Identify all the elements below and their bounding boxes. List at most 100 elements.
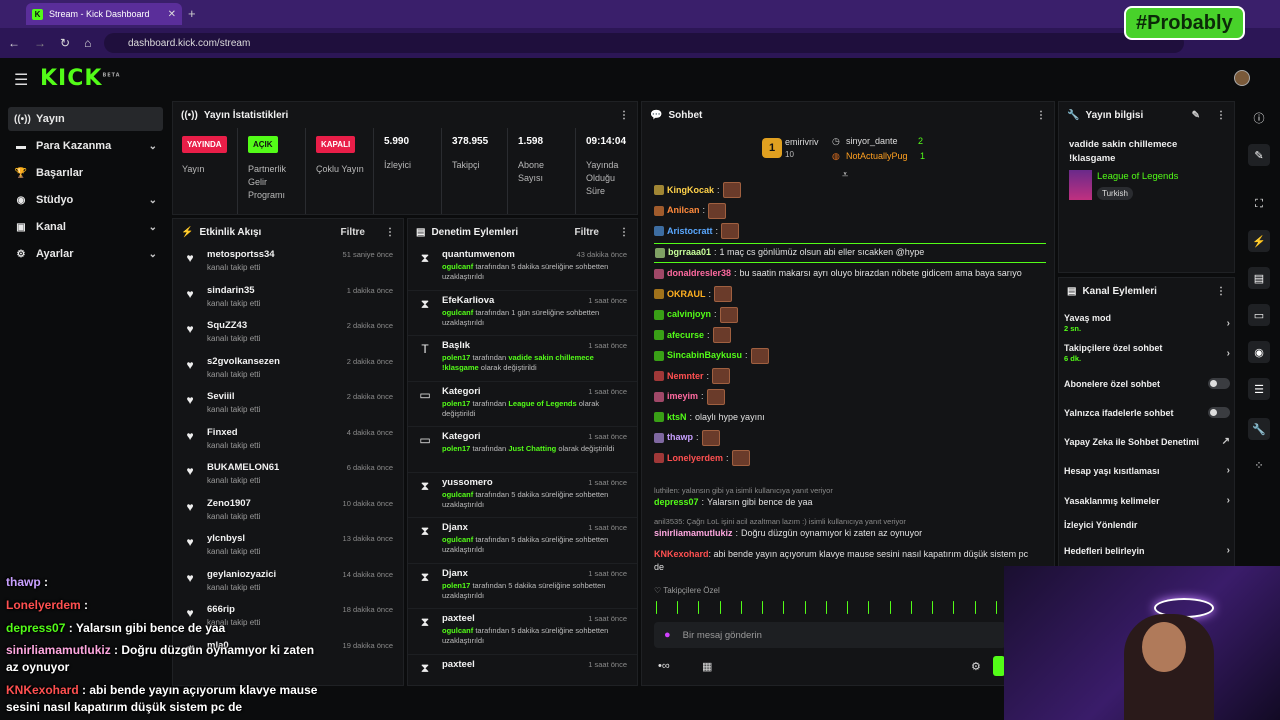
chat-username[interactable]: afecurse — [667, 329, 705, 340]
moderator-name[interactable]: ogulcanf — [442, 489, 474, 499]
chat-username[interactable]: calvinjoyn — [667, 309, 712, 320]
chat-username[interactable]: bgrraaa01 — [668, 247, 712, 257]
moderator-name[interactable]: ogulcanf — [442, 626, 474, 635]
reload-icon[interactable]: ↻ — [60, 36, 71, 50]
channel-action-item[interactable]: Takipçilere özel sohbet 6 dk. › — [1064, 343, 1230, 363]
nav-item-para-kazanma[interactable]: ▬ Para Kazanma ⌄ — [8, 134, 163, 158]
chat-username[interactable]: Aristocratt — [667, 225, 713, 236]
channel-action-item[interactable]: İzleyici Yönlendir — [1064, 520, 1230, 530]
close-tab-icon[interactable]: ✕ — [167, 8, 176, 20]
user-avatar[interactable] — [1234, 70, 1250, 86]
store-icon[interactable]: ▦ — [702, 661, 713, 673]
moderator-name[interactable]: polen17 — [442, 444, 471, 453]
moderation-filter-button[interactable]: Filtre — [574, 226, 599, 238]
menu-icon[interactable]: ☰ — [14, 72, 29, 89]
moderator-name[interactable]: polen17 — [442, 398, 471, 408]
home-icon[interactable]: ⌂ — [84, 36, 92, 50]
activity-username[interactable]: 666rip — [207, 604, 235, 615]
edit-icon[interactable]: ✎ — [1191, 109, 1200, 121]
broadcast-icon[interactable]: ◉ — [1248, 341, 1270, 363]
channel-action-item[interactable]: Hedefleri belirleyin › — [1064, 545, 1230, 556]
channel-action-item[interactable]: Hesap yaşı kısıtlaması › — [1064, 465, 1230, 476]
chat-tools-icon[interactable]: •∞ — [658, 660, 670, 672]
chat-username[interactable]: ktsN — [667, 411, 687, 422]
moderation-target[interactable]: Başlık — [442, 340, 470, 351]
channel-action-item[interactable]: Yavaş mod 2 sn. › — [1064, 313, 1230, 333]
nav-item-studyo[interactable]: ◉ Stüdyo ⌄ — [8, 188, 163, 212]
back-icon[interactable]: ← — [8, 36, 20, 50]
activity-username[interactable]: Finxed — [207, 426, 238, 438]
activity-username[interactable]: ylcnbysl — [207, 533, 246, 544]
leader-third-name[interactable]: NotActuallyPug — [846, 151, 908, 161]
toggle-switch[interactable] — [1208, 407, 1230, 418]
microphone-icon[interactable]: ● — [664, 629, 671, 641]
chat-username[interactable]: imeyim — [667, 391, 699, 402]
collapse-icon[interactable]: ⩡ — [842, 169, 849, 181]
moderator-name[interactable]: ogulcanf — [442, 307, 474, 317]
edit-layout-icon[interactable]: ✎ — [1248, 144, 1270, 166]
nav-item-ayarlar[interactable]: ⚙ Ayarlar ⌄ — [8, 242, 163, 266]
widgets-icon[interactable]: ⁘ — [1254, 459, 1264, 472]
channel-action-item[interactable]: Yasaklanmış kelimeler › — [1064, 495, 1230, 506]
chat-input[interactable]: ● Bir mesaj gönderin — [654, 622, 1006, 648]
send-button[interactable] — [993, 656, 1005, 676]
document-icon[interactable]: ▤ — [1248, 267, 1270, 289]
chat-username[interactable]: thawp — [667, 432, 693, 443]
channel-action-item[interactable]: Yapay Zeka ile Sohbet Denetimi ↗ — [1064, 436, 1230, 447]
more-options-icon[interactable]: ⋮ — [1216, 109, 1226, 121]
nav-item-yayin[interactable]: ((•)) Yayın — [8, 107, 163, 131]
chat-username[interactable]: SincabinBaykusu — [667, 350, 743, 361]
activity-username[interactable]: s2gvolkansezen — [207, 355, 280, 367]
lightning-icon[interactable]: ⚡ — [1248, 230, 1270, 252]
leader-first-name[interactable]: emirivriv — [785, 137, 819, 147]
browser-tab[interactable]: K Stream - Kick Dashboard ✕ — [26, 3, 182, 25]
chat-username[interactable]: Anilcan — [667, 205, 700, 216]
leader-second-name[interactable]: sinyor_dante — [846, 136, 898, 146]
toggle-switch[interactable] — [1208, 378, 1230, 389]
wrench-icon[interactable]: 🔧 — [1248, 418, 1270, 440]
chat-bubble-icon[interactable]: ▭ — [1248, 304, 1270, 326]
activity-username[interactable]: mla0 — [207, 639, 229, 651]
activity-filter-button[interactable]: Filtre — [340, 226, 365, 238]
activity-username[interactable]: geylaniozyazici — [207, 568, 277, 580]
activity-username[interactable]: sindarin35 — [207, 284, 255, 296]
activity-username[interactable]: Zeno1907 — [207, 497, 251, 509]
activity-username[interactable]: SquZZ43 — [207, 320, 248, 331]
category-link[interactable]: League of Legends — [1097, 171, 1179, 182]
info-icon[interactable]: ⓘ — [1253, 113, 1265, 125]
more-options-icon[interactable]: ⋮ — [619, 226, 629, 238]
channel-action-item[interactable]: Abonelere özel sohbet — [1064, 378, 1230, 389]
nav-item-kanal[interactable]: ▣ Kanal ⌄ — [8, 215, 163, 239]
chat-username[interactable]: OKRAUL — [667, 288, 706, 299]
moderation-target[interactable]: paxteel — [442, 613, 475, 624]
new-tab-icon[interactable]: + — [188, 6, 196, 21]
channel-action-item[interactable]: Yalnızca ifadelerle sohbet — [1064, 407, 1230, 418]
nav-item-basarilar[interactable]: 🏆 Başarılar — [8, 161, 163, 185]
moderation-target[interactable]: EfeKarliova — [442, 294, 495, 306]
moderation-target[interactable]: Kategori — [442, 431, 481, 442]
moderator-name[interactable]: polen17 — [442, 353, 471, 362]
panels-icon[interactable]: ☰ — [1248, 378, 1270, 400]
chat-username[interactable]: depress07 — [654, 497, 699, 507]
chat-username[interactable]: KingKocak — [667, 184, 715, 195]
activity-username[interactable]: BUKAMELON61 — [207, 462, 280, 473]
more-options-icon[interactable]: ⋮ — [385, 226, 395, 238]
url-field[interactable]: dashboard.kick.com/stream — [104, 33, 1184, 53]
more-options-icon[interactable]: ⋮ — [1216, 285, 1226, 297]
moderation-target[interactable]: paxteel — [442, 658, 475, 670]
chat-username[interactable]: Nemnter — [667, 370, 704, 381]
activity-username[interactable]: metosportss34 — [207, 249, 275, 260]
moderator-name[interactable]: polen17 — [442, 580, 471, 590]
chat-settings-icon[interactable]: ⚙ — [971, 661, 981, 673]
forward-icon[interactable]: → — [34, 36, 46, 50]
more-options-icon[interactable]: ⋮ — [619, 109, 629, 121]
chat-username[interactable]: sinirliamamutlukiz — [654, 528, 733, 538]
fullscreen-icon[interactable]: ⛶ — [1255, 197, 1263, 210]
chat-username[interactable]: donaldresler38 — [667, 268, 732, 279]
moderation-target[interactable]: quantumwenom — [442, 249, 515, 260]
moderation-target[interactable]: yussomero — [442, 476, 493, 488]
moderation-target[interactable]: Djanx — [442, 567, 468, 579]
moderation-target[interactable]: Djanx — [442, 522, 468, 533]
activity-username[interactable]: Seviiil — [207, 391, 235, 402]
moderation-target[interactable]: Kategori — [442, 385, 481, 397]
